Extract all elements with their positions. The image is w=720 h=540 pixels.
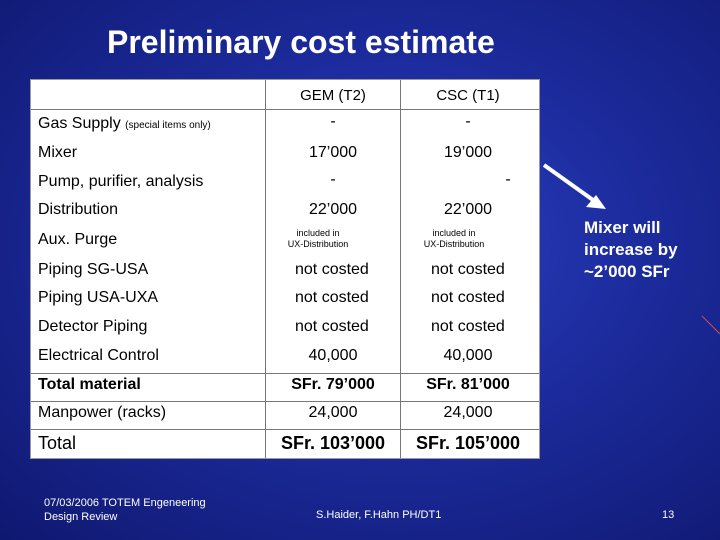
note-line: included in	[432, 228, 476, 238]
row-label-total: Total	[38, 433, 77, 453]
footer-line: Design Review	[44, 511, 118, 523]
csc-value: 40,000	[443, 347, 493, 364]
row-divider	[31, 373, 539, 374]
row-label-pump: Pump, purifier, analysis	[38, 173, 204, 190]
row-label-text: Gas Supply	[38, 115, 121, 132]
gem-value: 24,000	[308, 404, 358, 421]
csc-value: 24,000	[443, 404, 493, 421]
row-label-aux-purge: Aux. Purge	[38, 231, 118, 248]
gem-value: -	[330, 113, 336, 130]
gem-value: not costed	[295, 289, 369, 306]
row-label-piping-sg-usa: Piping SG-USA	[38, 261, 149, 278]
csc-value: 22’000	[443, 201, 493, 218]
gem-value: 17’000	[308, 144, 358, 161]
header-divider	[31, 109, 539, 110]
column-divider	[400, 80, 401, 458]
footer-line: 07/03/2006 TOTEM Engeneering	[44, 497, 206, 509]
note-line: UX-Distribution	[423, 239, 485, 249]
note-line: included in	[296, 228, 340, 238]
gem-value: SFr. 103’000	[280, 433, 386, 453]
row-label-total-material: Total material	[38, 376, 141, 393]
mixer-note: Mixer will increase by ~2’000 SFr	[584, 218, 678, 281]
row-label-note: (special items only)	[125, 120, 211, 131]
csc-value: SFr. 105’000	[415, 433, 521, 453]
slide-title: Preliminary cost estimate	[107, 24, 495, 60]
row-label-gas-supply: Gas Supply (special items only)	[38, 115, 211, 133]
page-number: 13	[662, 509, 675, 521]
row-divider	[31, 429, 539, 430]
cost-table: GEM (T2) CSC (T1) Gas Supply (special it…	[30, 79, 540, 459]
csc-value: -	[465, 113, 471, 130]
gem-value: -	[330, 171, 336, 188]
csc-value-note: included in UX-Distribution	[389, 228, 519, 250]
gem-value: 22’000	[308, 201, 358, 218]
gem-value: not costed	[295, 318, 369, 335]
row-label-detector-piping: Detector Piping	[38, 318, 148, 335]
row-label-manpower: Manpower (racks)	[38, 404, 167, 421]
row-label-electrical-control: Electrical Control	[38, 347, 159, 364]
csc-value: -	[505, 171, 511, 188]
row-label-distribution: Distribution	[38, 201, 119, 218]
row-divider	[31, 401, 539, 402]
arrow-head	[586, 195, 606, 209]
csc-value: SFr. 81’000	[426, 376, 510, 393]
csc-value: not costed	[431, 289, 505, 306]
gem-value: not costed	[295, 261, 369, 278]
decorative-line	[701, 315, 720, 335]
gem-value: SFr. 79’000	[291, 376, 375, 393]
footer-authors: S.Haider, F.Hahn PH/DT1	[316, 509, 442, 521]
csc-value: not costed	[431, 318, 505, 335]
column-header-csc: CSC (T1)	[436, 87, 500, 104]
column-divider	[265, 80, 266, 458]
column-header-gem: GEM (T2)	[300, 87, 366, 104]
csc-value: not costed	[431, 261, 505, 278]
row-label-piping-usa-uxa: Piping USA-UXA	[38, 289, 159, 306]
gem-value-note: included in UX-Distribution	[253, 228, 383, 250]
csc-value: 19’000	[443, 144, 493, 161]
row-label-mixer: Mixer	[38, 144, 78, 161]
gem-value: 40,000	[308, 347, 358, 364]
footer-event: 07/03/2006 TOTEM Engeneering Design Revi…	[44, 496, 206, 524]
arrow-shaft	[542, 163, 602, 207]
note-line: UX-Distribution	[287, 239, 349, 249]
